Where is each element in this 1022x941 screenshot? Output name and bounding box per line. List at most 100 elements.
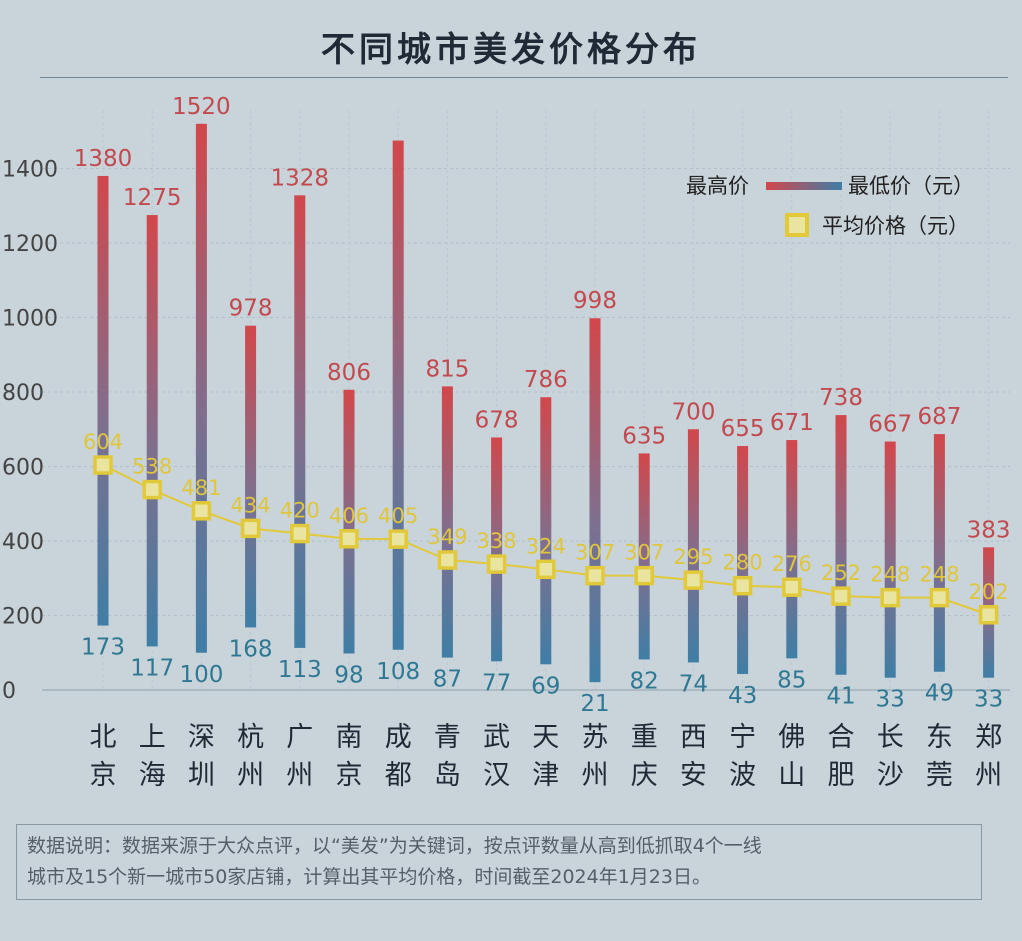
data-labels: 1380 173 1275 117 1520 100 978 168 1328 113 806 98 1… [74,94,1011,717]
x-tick-label-长沙-0: 长 [877,722,904,753]
x-tick-label-青岛-0: 青 [434,722,461,753]
avg-marker-上海 [142,479,162,500]
x-tick-label-重庆-0: 重 [631,722,658,753]
max-label-上海: 1275 [123,185,182,211]
min-label-杭州: 168 [229,636,273,662]
legend: 最高价 最低价（元） 平均价格（元） [686,174,974,238]
x-tick-label-苏州-1: 州 [582,760,609,791]
max-label-苏州: 998 [573,288,617,314]
avg-label-宁波: 280 [723,551,763,575]
avg-label-佛山: 276 [772,552,812,576]
avg-marker-深圳 [191,501,212,521]
x-tick-label-天津-1: 津 [532,760,559,791]
min-label-上海: 117 [130,655,174,681]
min-label-宁波: 43 [728,683,757,709]
max-label-北京: 1380 [74,146,133,172]
bar-东莞 [933,434,945,672]
x-tick-label-东莞-1: 莞 [926,760,953,791]
x-tick-label-天津-0: 天 [532,722,559,753]
avg-label-苏州: 307 [575,541,615,565]
bar-宁波 [737,446,749,674]
y-tick-label-1200: 1200 [2,232,58,257]
max-label-青岛: 815 [425,356,469,382]
x-tick-label-西安-1: 安 [680,760,707,791]
max-label-广州: 1328 [271,165,330,191]
avg-marker-佛山 [782,577,802,597]
x-tick-label-深圳-1: 圳 [188,760,215,791]
x-tick-label-成都-1: 都 [385,760,412,791]
min-label-东莞: 49 [925,681,954,707]
avg-marker-南京 [339,529,359,549]
x-tick-label-杭州-1: 州 [237,760,264,791]
avg-label-武汉: 338 [477,529,517,553]
legend-min-label: 最低价（元） [848,174,974,198]
min-label-深圳: 100 [179,662,223,688]
max-label-郑州: 383 [967,517,1011,543]
avg-label-上海: 538 [132,455,172,479]
bar-西安 [687,429,699,663]
legend-avg-label: 平均价格（元） [822,214,969,238]
avg-label-西安: 295 [673,545,713,569]
min-label-北京: 173 [81,635,125,661]
bar-北京 [97,175,109,626]
y-tick-label-1000: 1000 [2,307,58,332]
x-tick-label-深圳-0: 深 [188,722,215,753]
legend-avg-marker [785,213,809,237]
max-label-长沙: 667 [868,412,912,438]
average-line-series [93,455,999,625]
avg-marker-青岛 [437,550,458,570]
min-label-西安: 74 [679,671,708,697]
avg-marker-广州 [290,523,310,544]
max-label-南京: 806 [327,360,371,386]
y-axis: 0 200 400 600 800 1000 1200 1400 [2,158,58,705]
avg-marker-北京 [93,455,113,475]
max-label-佛山: 671 [770,410,814,436]
y-tick-label-400: 400 [2,530,44,555]
avg-label-杭州: 434 [231,493,271,517]
min-label-武汉: 77 [482,670,511,696]
x-tick-label-合肥-1: 肥 [828,760,855,791]
bar-上海 [146,215,158,647]
bar-苏州 [589,318,601,683]
avg-label-东莞: 248 [919,563,959,587]
min-label-广州: 113 [278,657,322,683]
x-tick-label-郑州-0: 郑 [975,722,1002,753]
avg-label-合肥: 252 [821,561,861,585]
avg-marker-郑州 [978,605,999,625]
avg-marker-苏州 [585,565,605,586]
x-tick-label-广州-1: 州 [286,760,313,791]
x-tick-label-青岛-1: 岛 [434,760,461,791]
avg-marker-重庆 [634,565,654,586]
x-tick-label-上海-1: 海 [139,760,166,791]
max-label-东莞: 687 [917,404,961,430]
max-label-合肥: 738 [819,385,863,411]
legend-bar-swatch [766,182,842,190]
data-note-box: 数据说明：数据来源于大众点评，以“美发”为关键词，按点评数量从高到低抓取4个一线… [16,824,982,900]
avg-label-成都: 405 [378,504,418,528]
x-tick-label-南京-1: 京 [336,760,363,791]
x-tick-label-郑州-1: 州 [975,760,1002,791]
x-tick-label-重庆-1: 庆 [631,760,658,791]
x-tick-label-杭州-0: 杭 [237,722,264,753]
y-tick-label-200: 200 [2,605,44,630]
avg-label-天津: 324 [526,534,566,558]
y-tick-label-800: 800 [2,381,44,406]
min-label-青岛: 87 [433,667,462,693]
avg-label-广州: 420 [280,499,320,523]
min-label-重庆: 82 [630,668,659,694]
min-label-苏州: 21 [580,691,609,717]
avg-marker-宁波 [732,575,753,596]
x-tick-label-成都-0: 成 [385,722,412,753]
min-label-郑州: 33 [974,687,1003,713]
avg-marker-合肥 [831,586,851,606]
bar-武汉 [491,437,503,662]
min-label-合肥: 41 [826,684,855,710]
avg-marker-东莞 [929,587,950,608]
x-tick-label-东莞-0: 东 [926,722,953,753]
x-tick-label-上海-0: 上 [139,722,166,753]
x-tick-label-佛山-1: 山 [778,760,805,791]
avg-label-深圳: 481 [181,476,221,500]
avg-marker-杭州 [240,518,261,539]
avg-marker-成都 [388,529,408,549]
